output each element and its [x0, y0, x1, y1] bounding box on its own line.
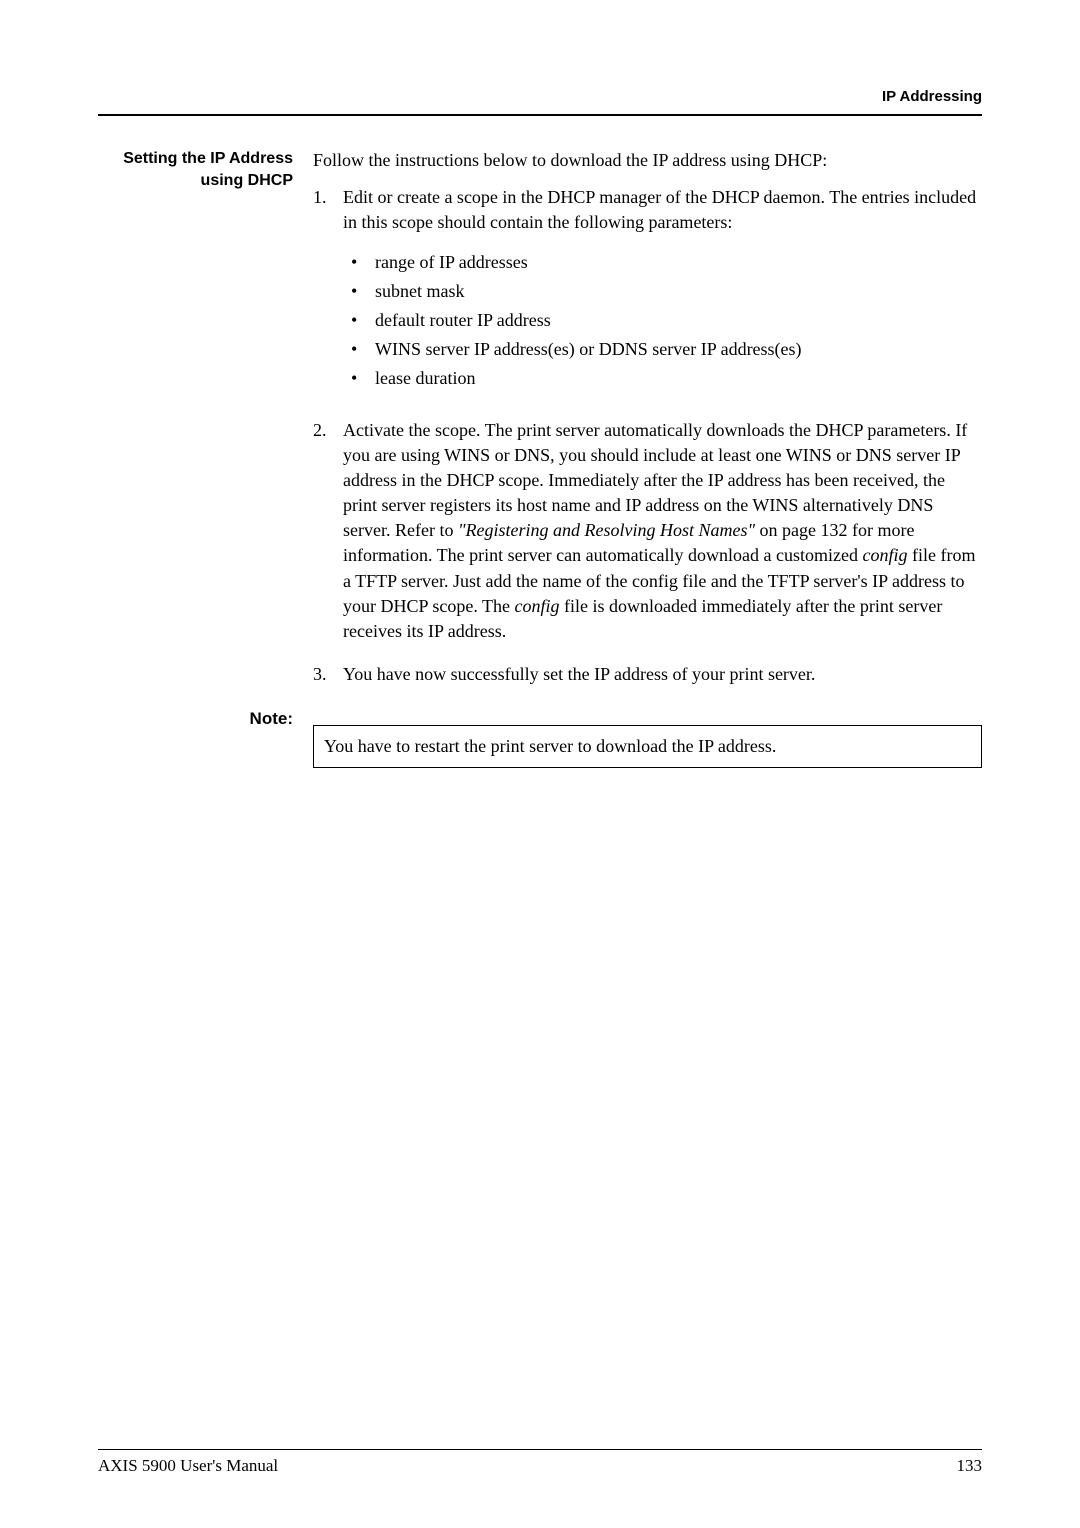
bullet-icon: • — [351, 279, 375, 304]
bullet-item: •lease duration — [351, 366, 982, 391]
bullet-icon: • — [351, 366, 375, 391]
content-area: Setting the IP Address using DHCP Follow… — [98, 148, 982, 705]
bullet-item: •range of IP addresses — [351, 250, 982, 275]
footer-manual-title: AXIS 5900 User's Manual — [98, 1456, 278, 1476]
step-item: 3. You have now successfully set the IP … — [313, 662, 982, 687]
main-content: Follow the instructions below to downloa… — [313, 148, 982, 705]
step-number: 2. — [313, 418, 343, 645]
step-number: 1. — [313, 185, 343, 399]
bullet-icon: • — [351, 308, 375, 333]
bullet-item: •WINS server IP address(es) or DDNS serv… — [351, 337, 982, 362]
note-text: You have to restart the print server to … — [324, 736, 776, 756]
header-category: IP Addressing — [882, 88, 982, 105]
footer-page-number: 133 — [957, 1456, 983, 1476]
bullet-item: •subnet mask — [351, 279, 982, 304]
bullet-text: lease duration — [375, 366, 475, 391]
step-text: You have now successfully set the IP add… — [343, 664, 815, 684]
note-label: Note: — [98, 709, 293, 768]
bullet-text: range of IP addresses — [375, 250, 528, 275]
page-footer: AXIS 5900 User's Manual 133 — [98, 1449, 982, 1476]
bullet-icon: • — [351, 250, 375, 275]
note-section: Note: You have to restart the print serv… — [98, 709, 982, 768]
intro-paragraph: Follow the instructions below to downloa… — [313, 148, 982, 173]
step-text: Edit or create a scope in the DHCP manag… — [343, 187, 976, 232]
step-text-part-italic: config — [514, 596, 559, 616]
bullet-icon: • — [351, 337, 375, 362]
note-box: You have to restart the print server to … — [313, 725, 982, 768]
bullet-list: •range of IP addresses •subnet mask •def… — [343, 250, 982, 392]
steps-list: 1. Edit or create a scope in the DHCP ma… — [313, 185, 982, 687]
bullet-text: default router IP address — [375, 308, 551, 333]
sidebar-title-line1: Setting the IP Address — [98, 148, 293, 170]
page-header: IP Addressing — [98, 88, 982, 116]
step-content: You have now successfully set the IP add… — [343, 662, 982, 687]
step-number: 3. — [313, 662, 343, 687]
sidebar-title-line2: using DHCP — [98, 170, 293, 192]
note-spacer: You have to restart the print server to … — [313, 709, 982, 768]
bullet-text: subnet mask — [375, 279, 465, 304]
bullet-item: •default router IP address — [351, 308, 982, 333]
step-text-part-italic: "Registering and Resolving Host Names" — [458, 520, 755, 540]
step-content: Edit or create a scope in the DHCP manag… — [343, 185, 982, 399]
sidebar-heading: Setting the IP Address using DHCP — [98, 148, 293, 705]
step-item: 2. Activate the scope. The print server … — [313, 418, 982, 645]
step-content: Activate the scope. The print server aut… — [343, 418, 982, 645]
step-text-part-italic: config — [863, 545, 908, 565]
step-item: 1. Edit or create a scope in the DHCP ma… — [313, 185, 982, 399]
bullet-text: WINS server IP address(es) or DDNS serve… — [375, 337, 802, 362]
